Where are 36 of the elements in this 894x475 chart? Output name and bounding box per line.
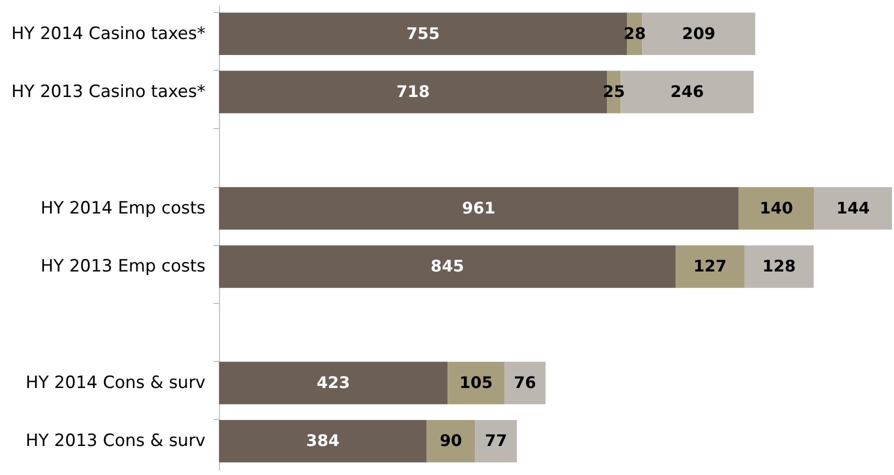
bar (504, 362, 546, 404)
data-label: 961 (462, 198, 496, 218)
bar (219, 245, 676, 288)
data-label: 127 (693, 256, 727, 276)
bar (426, 420, 476, 462)
data-label: 144 (836, 198, 870, 218)
y-tick-label: HY 2013 Cons & surv (26, 431, 206, 452)
data-label: 755 (406, 24, 440, 43)
data-label: 209 (682, 24, 716, 43)
bar (219, 187, 738, 230)
y-tick-label: HY 2014 Emp costs (40, 198, 206, 218)
bar (676, 245, 744, 288)
y-tick-label: HY 2014 Casino taxes* (11, 24, 206, 44)
data-label: 25 (602, 82, 626, 102)
data-label: 128 (762, 256, 796, 276)
data-label: 76 (514, 372, 536, 392)
data-label: 423 (316, 372, 350, 392)
y-tick-label: HY 2014 Cons & surv (26, 372, 206, 393)
data-label: 384 (306, 431, 340, 450)
bar (744, 245, 814, 288)
data-label: 718 (396, 82, 430, 102)
bar (219, 420, 427, 462)
bar (814, 187, 892, 230)
data-label: 77 (484, 431, 508, 450)
data-label: 140 (760, 198, 794, 218)
data-label: 28 (624, 24, 646, 43)
data-label: 845 (430, 256, 464, 276)
bar (475, 420, 517, 462)
bar (448, 362, 504, 404)
y-tick-label: HY 2013 Casino taxes* (11, 82, 206, 102)
data-label: 105 (459, 372, 493, 392)
bar (738, 187, 814, 230)
data-label: 90 (440, 431, 462, 450)
bar (219, 362, 448, 404)
data-label: 246 (670, 82, 704, 102)
y-tick-label: HY 2013 Emp costs (40, 256, 206, 277)
